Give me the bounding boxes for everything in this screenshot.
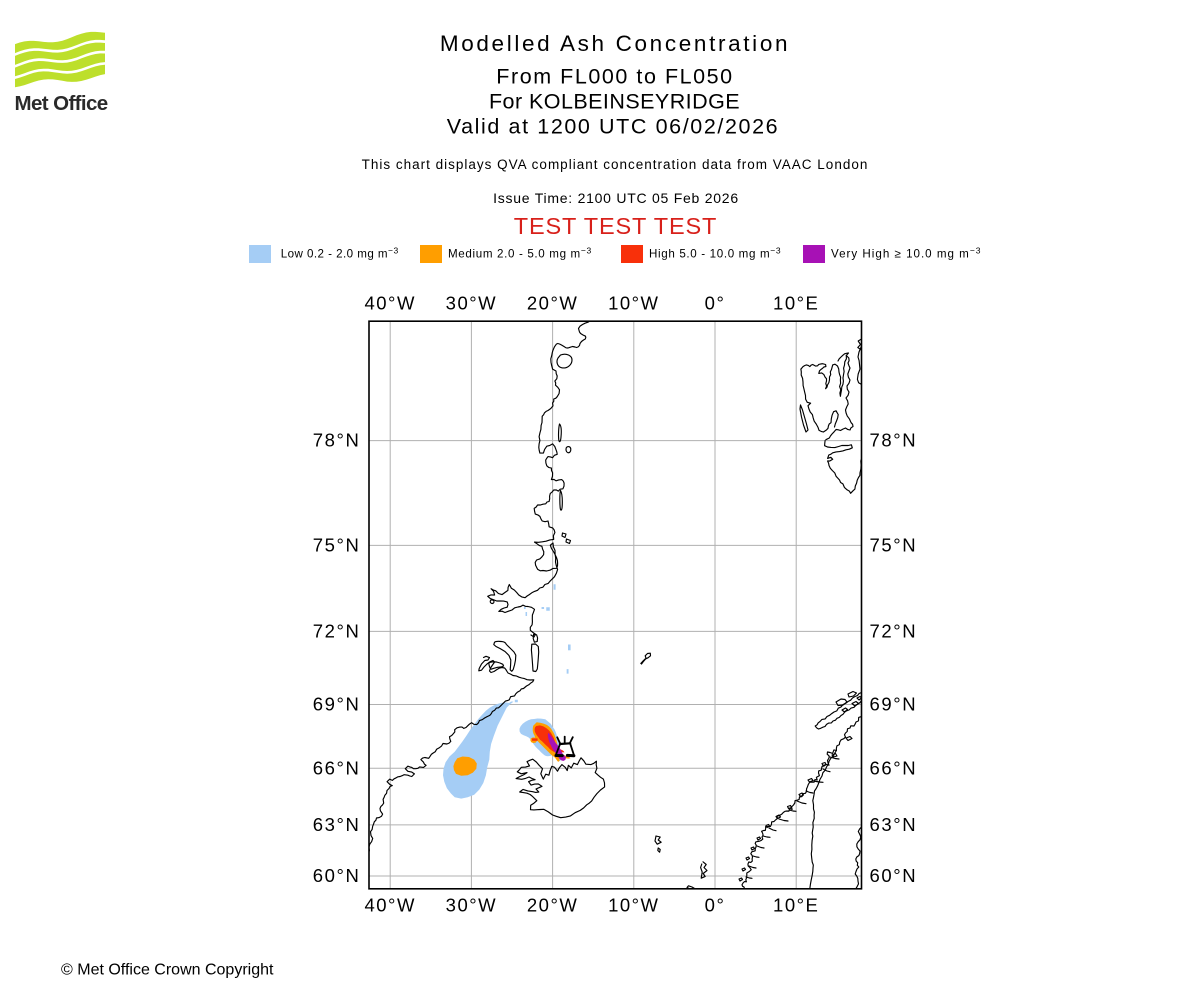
svg-text:High 5.0 - 10.0 mg m−3: High 5.0 - 10.0 mg m−3	[649, 246, 781, 261]
svg-text:20°W: 20°W	[527, 293, 578, 314]
svg-text:75°N: 75°N	[313, 534, 361, 555]
svg-text:10°E: 10°E	[773, 895, 819, 916]
svg-text:72°N: 72°N	[870, 620, 918, 641]
svg-text:10°W: 10°W	[608, 895, 659, 916]
svg-text:Medium 2.0 - 5.0 mg m−3: Medium 2.0 - 5.0 mg m−3	[448, 246, 592, 261]
svg-text:75°N: 75°N	[870, 534, 918, 555]
svg-text:60°N: 60°N	[313, 865, 361, 886]
svg-text:0°: 0°	[705, 895, 726, 916]
svg-text:40°W: 40°W	[364, 293, 415, 314]
svg-text:For KOLBEINSEYRIDGE: For KOLBEINSEYRIDGE	[489, 90, 740, 114]
svg-text:© Met Office Crown Copyright: © Met Office Crown Copyright	[61, 962, 274, 979]
svg-text:30°W: 30°W	[446, 293, 497, 314]
svg-text:60°N: 60°N	[870, 865, 918, 886]
svg-text:This chart displays QVA compli: This chart displays QVA compliant concen…	[362, 157, 869, 172]
svg-text:From FL000 to FL050: From FL000 to FL050	[496, 65, 733, 89]
svg-text:0°: 0°	[705, 293, 726, 314]
svg-text:Modelled Ash Concentration: Modelled Ash Concentration	[440, 31, 790, 56]
svg-text:TEST TEST TEST: TEST TEST TEST	[514, 213, 717, 239]
svg-text:10°E: 10°E	[773, 293, 819, 314]
svg-text:Low 0.2 - 2.0 mg m−3: Low 0.2 - 2.0 mg m−3	[281, 246, 399, 261]
svg-text:Issue Time: 2100 UTC 05 Feb 20: Issue Time: 2100 UTC 05 Feb 2026	[493, 190, 739, 206]
svg-text:63°N: 63°N	[313, 814, 361, 835]
svg-text:72°N: 72°N	[313, 620, 361, 641]
svg-text:63°N: 63°N	[870, 814, 918, 835]
svg-text:30°W: 30°W	[446, 895, 497, 916]
svg-text:78°N: 78°N	[870, 430, 918, 451]
svg-text:78°N: 78°N	[313, 430, 361, 451]
svg-text:Met Office: Met Office	[15, 92, 108, 115]
svg-text:69°N: 69°N	[313, 694, 361, 715]
svg-text:Very High ≥ 10.0 mg m−3: Very High ≥ 10.0 mg m−3	[831, 246, 982, 261]
svg-text:66°N: 66°N	[870, 757, 918, 778]
svg-text:Valid at 1200 UTC 06/02/2026: Valid at 1200 UTC 06/02/2026	[447, 115, 779, 139]
svg-text:69°N: 69°N	[870, 694, 918, 715]
svg-text:40°W: 40°W	[364, 895, 415, 916]
svg-text:66°N: 66°N	[313, 757, 361, 778]
svg-text:10°W: 10°W	[608, 293, 659, 314]
svg-text:20°W: 20°W	[527, 895, 578, 916]
